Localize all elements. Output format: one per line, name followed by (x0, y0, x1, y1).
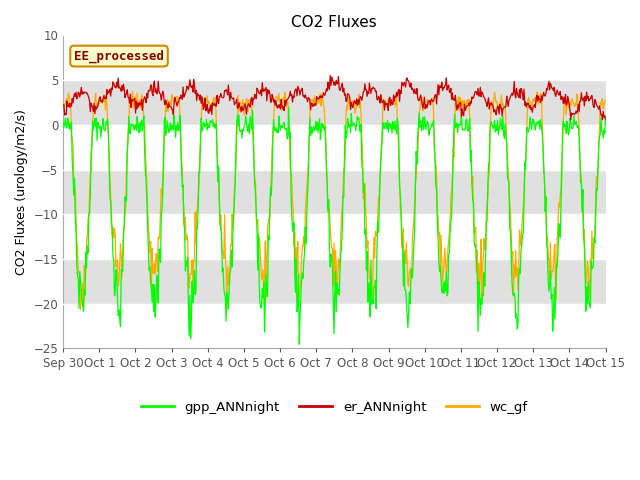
Bar (63, 214, 605, 259)
Bar (63, 80, 605, 125)
Title: CO2 Fluxes: CO2 Fluxes (291, 15, 377, 30)
Bar (63, 36, 605, 80)
Bar (63, 304, 605, 348)
Text: EE_processed: EE_processed (74, 49, 164, 63)
Bar (63, 259, 605, 304)
Bar (63, 125, 605, 169)
Y-axis label: CO2 Fluxes (urology/m2/s): CO2 Fluxes (urology/m2/s) (15, 109, 28, 275)
Legend: gpp_ANNnight, er_ANNnight, wc_gf: gpp_ANNnight, er_ANNnight, wc_gf (136, 396, 533, 419)
Bar (63, 169, 605, 214)
